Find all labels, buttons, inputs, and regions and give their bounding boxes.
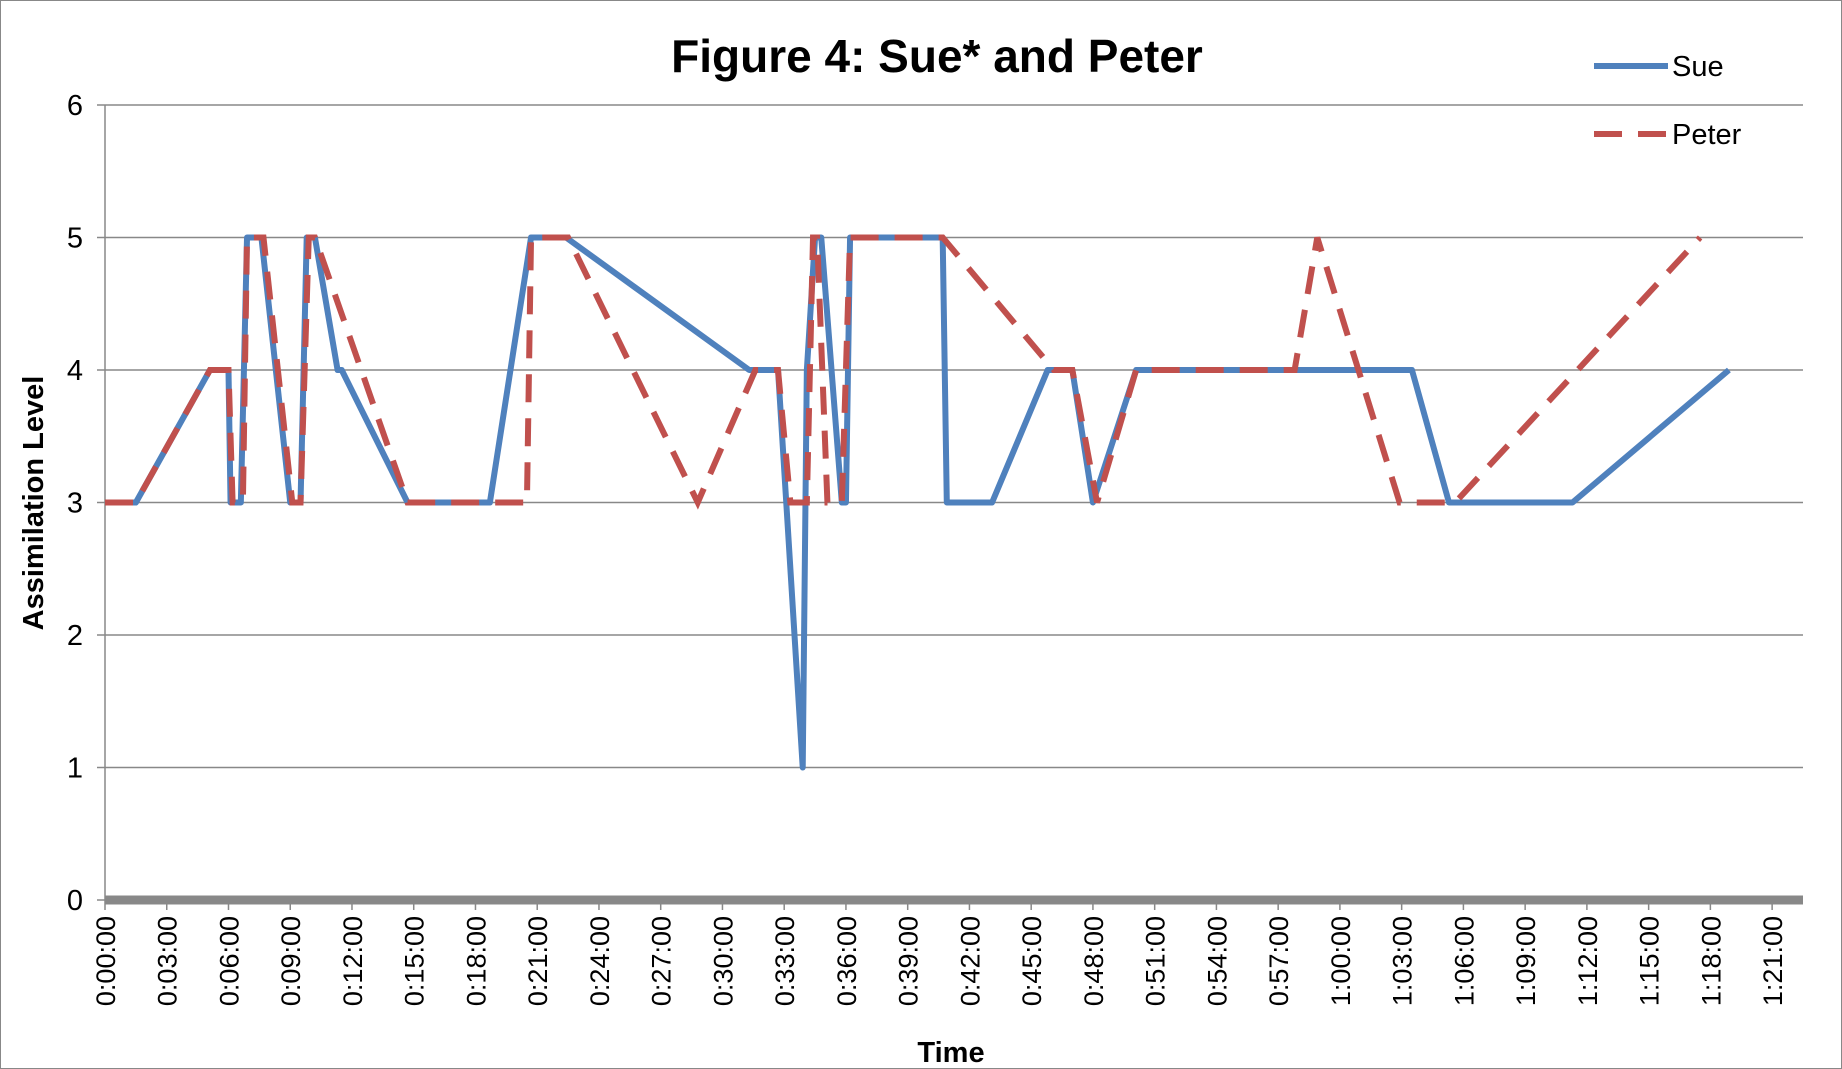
chart-title: Figure 4: Sue* and Peter [671,30,1203,82]
y-axis-label: Assimilation Level [18,376,50,631]
x-tick-label: 0:48:00 [1079,916,1109,1006]
x-tick-label: 1:03:00 [1388,916,1418,1006]
x-tick-label: 0:15:00 [400,916,430,1006]
x-tick-label: 0:33:00 [770,916,800,1006]
legend-label: Peter [1672,119,1742,151]
x-tick-label: 0:51:00 [1141,916,1171,1006]
x-tick-label: 0:42:00 [955,916,985,1006]
legend-label: Sue [1672,51,1724,83]
y-tick-label: 3 [67,488,83,520]
x-tick-label: 1:15:00 [1635,916,1665,1006]
x-tick-label: 0:27:00 [647,916,677,1006]
x-tick-label: 0:39:00 [894,916,924,1006]
y-tick-label: 4 [67,355,83,387]
x-axis-label: Time [917,1037,984,1069]
y-tick-label: 2 [67,620,83,652]
x-tick-label: 0:09:00 [276,916,306,1006]
x-tick-label: 0:45:00 [1017,916,1047,1006]
x-tick-label: 0:54:00 [1202,916,1232,1006]
y-tick-label: 6 [67,90,83,122]
x-tick-label: 1:09:00 [1511,916,1541,1006]
x-tick-label: 1:21:00 [1758,916,1788,1006]
x-tick-label: 0:24:00 [585,916,615,1006]
y-tick-label: 0 [67,885,83,917]
x-tick-label: 1:12:00 [1573,916,1603,1006]
x-tick-label: 1:18:00 [1696,916,1726,1006]
x-tick-label: 0:30:00 [708,916,738,1006]
x-tick-label: 1:00:00 [1326,916,1356,1006]
y-tick-label: 5 [67,223,83,255]
series-line [105,234,1703,510]
x-tick-label: 0:00:00 [91,916,121,1006]
x-tick-label: 0:12:00 [338,916,368,1006]
x-tick-label: 0:06:00 [214,916,244,1006]
y-tick-label: 1 [67,753,83,785]
x-tick-label: 1:06:00 [1449,916,1479,1006]
x-tick-label: 0:03:00 [153,916,183,1006]
x-tick-label: 0:36:00 [832,916,862,1006]
x-tick-label: 0:57:00 [1264,916,1294,1006]
x-tick-label: 0:21:00 [523,916,553,1006]
x-tick-label: 0:18:00 [461,916,491,1006]
